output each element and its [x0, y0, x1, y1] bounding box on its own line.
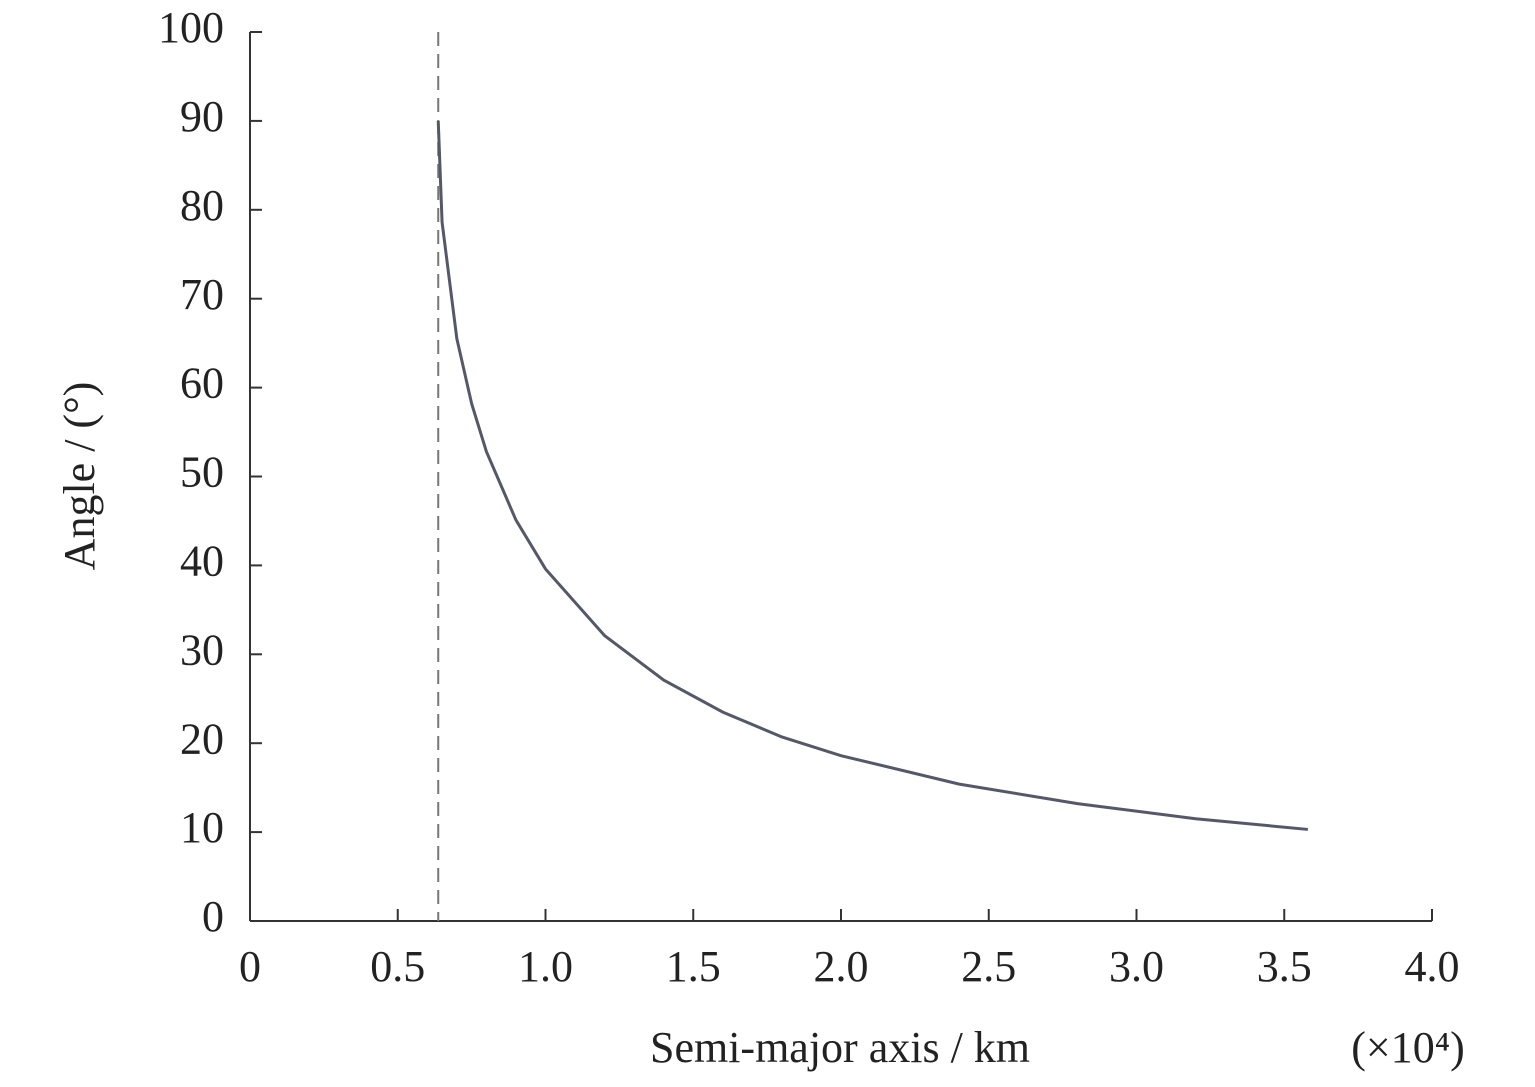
y-axis-label: Angle / (°)	[55, 382, 104, 571]
y-tick-label: 90	[180, 92, 224, 141]
x-tick-label: 4.0	[1405, 942, 1460, 991]
x-tick-label: 1.5	[666, 942, 721, 991]
data-line	[436, 120, 1309, 831]
y-tick-label: 60	[180, 359, 224, 408]
y-tick-label: 40	[180, 536, 224, 585]
x-tick-label: 1.0	[518, 942, 573, 991]
x-multiplier: (×10⁴)	[1351, 1023, 1464, 1072]
y-tick-label: 20	[180, 714, 224, 763]
x-tick-label: 3.0	[1109, 942, 1164, 991]
x-tick-label: 0	[239, 942, 261, 991]
y-tick-label: 0	[202, 892, 224, 941]
x-tick-label: 3.5	[1257, 942, 1312, 991]
y-tick-label: 80	[180, 181, 224, 230]
y-tick-label: 70	[180, 270, 224, 319]
y-tick-label: 50	[180, 448, 224, 497]
x-tick-label: 0.5	[370, 942, 425, 991]
x-tick-label: 2.0	[814, 942, 869, 991]
y-tick-label: 100	[158, 3, 224, 52]
y-tick-label: 10	[180, 803, 224, 852]
y-tick-label: 30	[180, 625, 224, 674]
x-tick-label: 2.5	[961, 942, 1016, 991]
x-axis-label: Semi-major axis / km	[650, 1023, 1030, 1072]
